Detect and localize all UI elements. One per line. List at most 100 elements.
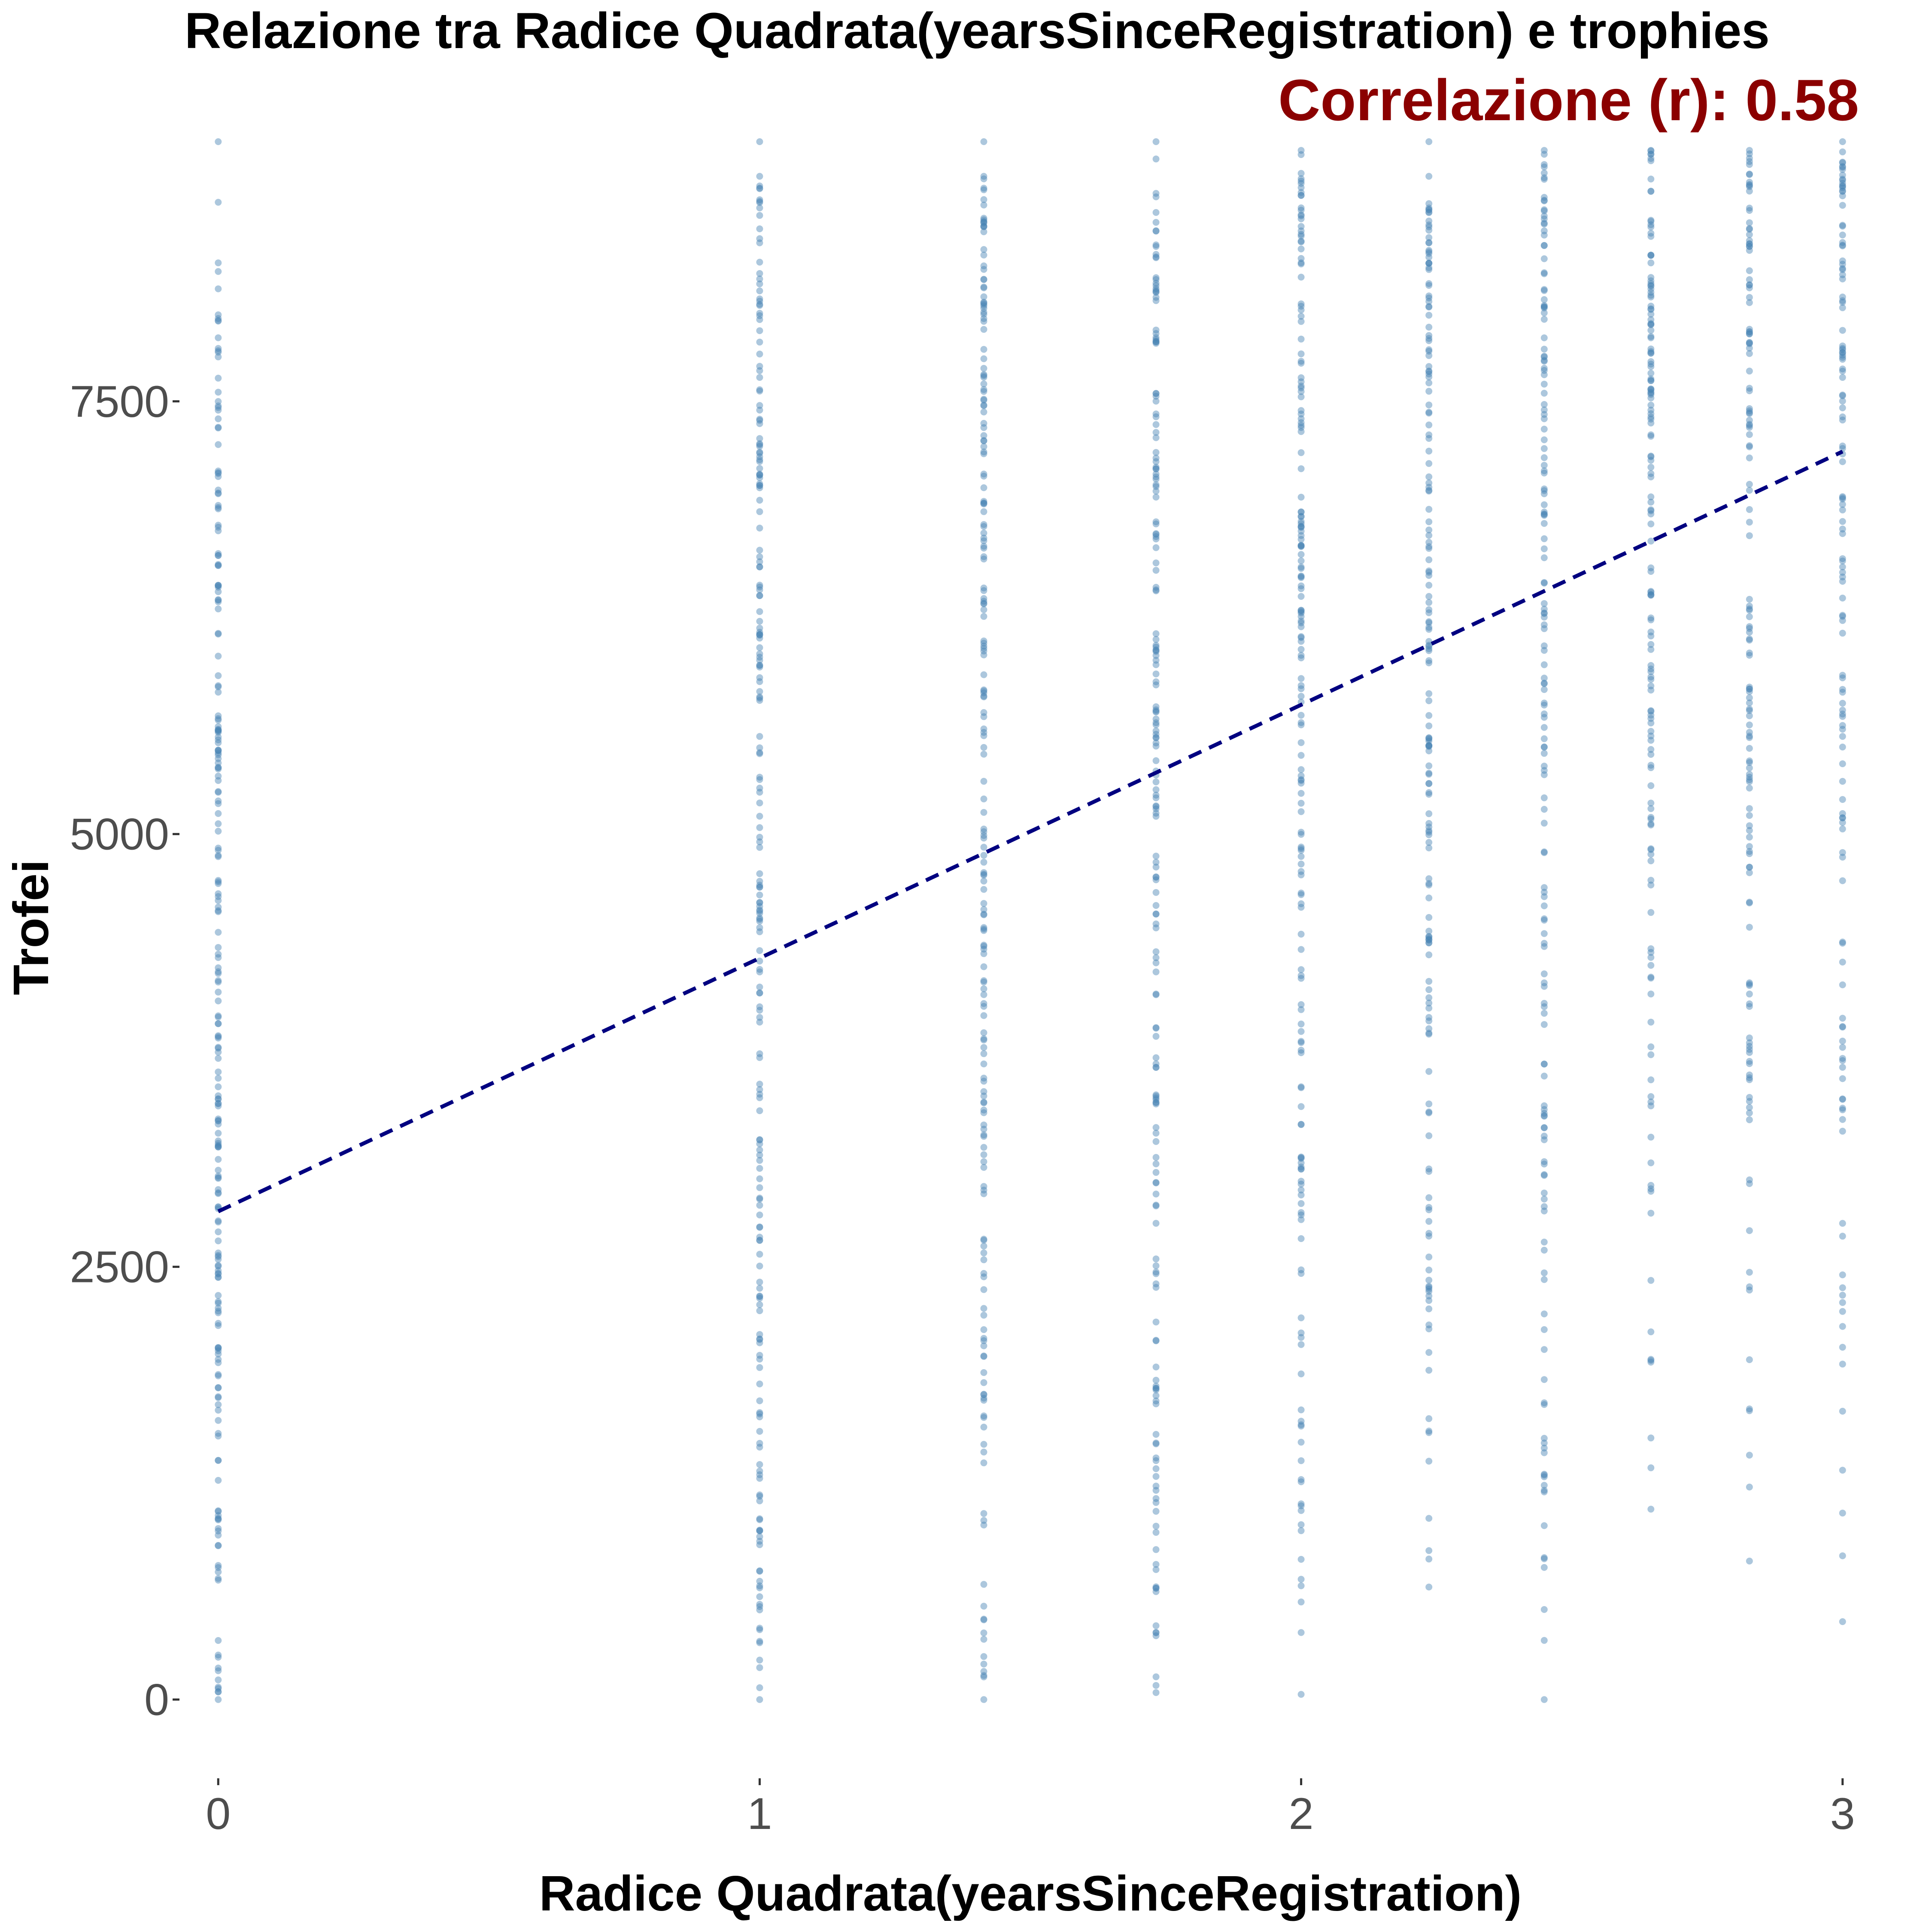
y-tick-label: 5000 xyxy=(70,810,169,860)
data-point xyxy=(215,1345,222,1352)
data-point xyxy=(1153,559,1160,566)
data-point xyxy=(1746,424,1753,431)
data-point xyxy=(1541,750,1548,757)
data-point xyxy=(1153,1160,1160,1167)
data-point xyxy=(1425,1547,1432,1554)
data-point xyxy=(1839,1361,1846,1367)
data-point xyxy=(1746,827,1753,834)
data-point xyxy=(1541,1196,1548,1203)
data-point xyxy=(1425,532,1432,539)
data-point xyxy=(1541,270,1548,277)
data-point xyxy=(1746,759,1753,766)
data-point xyxy=(1746,481,1753,488)
data-point xyxy=(1425,374,1432,380)
data-point xyxy=(981,744,987,751)
data-point xyxy=(981,299,987,306)
data-point xyxy=(756,456,763,463)
data-point xyxy=(756,697,763,704)
data-point xyxy=(1425,599,1432,606)
data-point xyxy=(215,712,222,719)
data-point xyxy=(1839,744,1846,750)
data-point xyxy=(215,631,222,638)
data-point xyxy=(1153,1482,1160,1489)
data-point xyxy=(981,471,987,477)
data-point xyxy=(1647,506,1654,513)
data-point xyxy=(215,1130,222,1137)
data-point xyxy=(1298,175,1305,182)
data-point xyxy=(1425,1293,1432,1300)
data-point xyxy=(1839,733,1846,740)
data-point xyxy=(1153,1622,1160,1629)
data-point xyxy=(981,1088,987,1095)
data-point xyxy=(1425,260,1432,267)
data-point xyxy=(981,449,987,456)
data-point xyxy=(215,1677,222,1683)
data-point xyxy=(1839,630,1846,637)
data-point xyxy=(1298,494,1305,501)
data-point xyxy=(1153,390,1160,397)
data-point xyxy=(981,1326,987,1333)
data-point xyxy=(1541,1564,1548,1571)
data-point xyxy=(756,1413,763,1420)
data-point xyxy=(1839,1023,1846,1030)
data-point xyxy=(756,776,763,783)
data-point xyxy=(756,824,763,831)
data-point xyxy=(1647,805,1654,812)
data-point xyxy=(215,951,222,958)
data-point xyxy=(981,346,987,353)
data-point xyxy=(1541,1010,1548,1017)
data-point xyxy=(1541,680,1548,687)
data-point xyxy=(981,878,987,884)
data-point xyxy=(1541,296,1548,303)
data-point xyxy=(1153,1130,1160,1136)
data-point xyxy=(756,1364,763,1371)
data-point xyxy=(1746,774,1753,781)
data-point xyxy=(981,991,987,998)
data-point xyxy=(1425,875,1432,882)
data-point xyxy=(1153,802,1160,809)
data-point xyxy=(215,605,222,612)
data-point xyxy=(1425,209,1432,216)
data-point xyxy=(1541,1376,1548,1383)
data-point xyxy=(1541,625,1548,632)
data-point xyxy=(756,635,763,641)
data-point xyxy=(756,582,763,589)
data-point xyxy=(1298,1006,1305,1013)
x-axis-title: Radice Quadrata(yearsSinceRegistration) xyxy=(539,1865,1522,1921)
data-point xyxy=(1298,1049,1305,1056)
data-point xyxy=(1746,869,1753,876)
data-point xyxy=(215,820,222,827)
data-point xyxy=(981,305,987,312)
data-point xyxy=(1153,155,1160,162)
data-point xyxy=(1541,286,1548,293)
trend-line xyxy=(218,452,1842,1212)
data-point xyxy=(1298,1691,1305,1698)
data-point xyxy=(1153,889,1160,896)
data-point xyxy=(215,729,222,736)
data-point xyxy=(1425,1132,1432,1139)
data-point xyxy=(1839,707,1846,714)
data-point xyxy=(1425,810,1432,817)
data-point xyxy=(1541,711,1548,717)
data-point xyxy=(215,1033,222,1040)
data-point xyxy=(215,1044,222,1051)
data-point xyxy=(756,1019,763,1026)
data-point xyxy=(1298,831,1305,838)
data-point xyxy=(1746,181,1753,188)
data-point xyxy=(1298,211,1305,218)
data-point xyxy=(215,853,222,860)
data-point xyxy=(756,386,763,393)
data-point xyxy=(981,638,987,644)
data-point xyxy=(1298,1629,1305,1636)
data-point xyxy=(1541,445,1548,452)
data-point xyxy=(981,595,987,602)
data-point xyxy=(1425,1166,1432,1173)
data-point xyxy=(1425,1415,1432,1422)
data-point xyxy=(1298,808,1305,815)
data-point xyxy=(1298,1121,1305,1128)
data-point xyxy=(1647,909,1654,916)
data-point xyxy=(1541,170,1548,176)
data-point xyxy=(1746,1180,1753,1187)
data-point xyxy=(1746,1452,1753,1458)
data-point xyxy=(1153,488,1160,495)
